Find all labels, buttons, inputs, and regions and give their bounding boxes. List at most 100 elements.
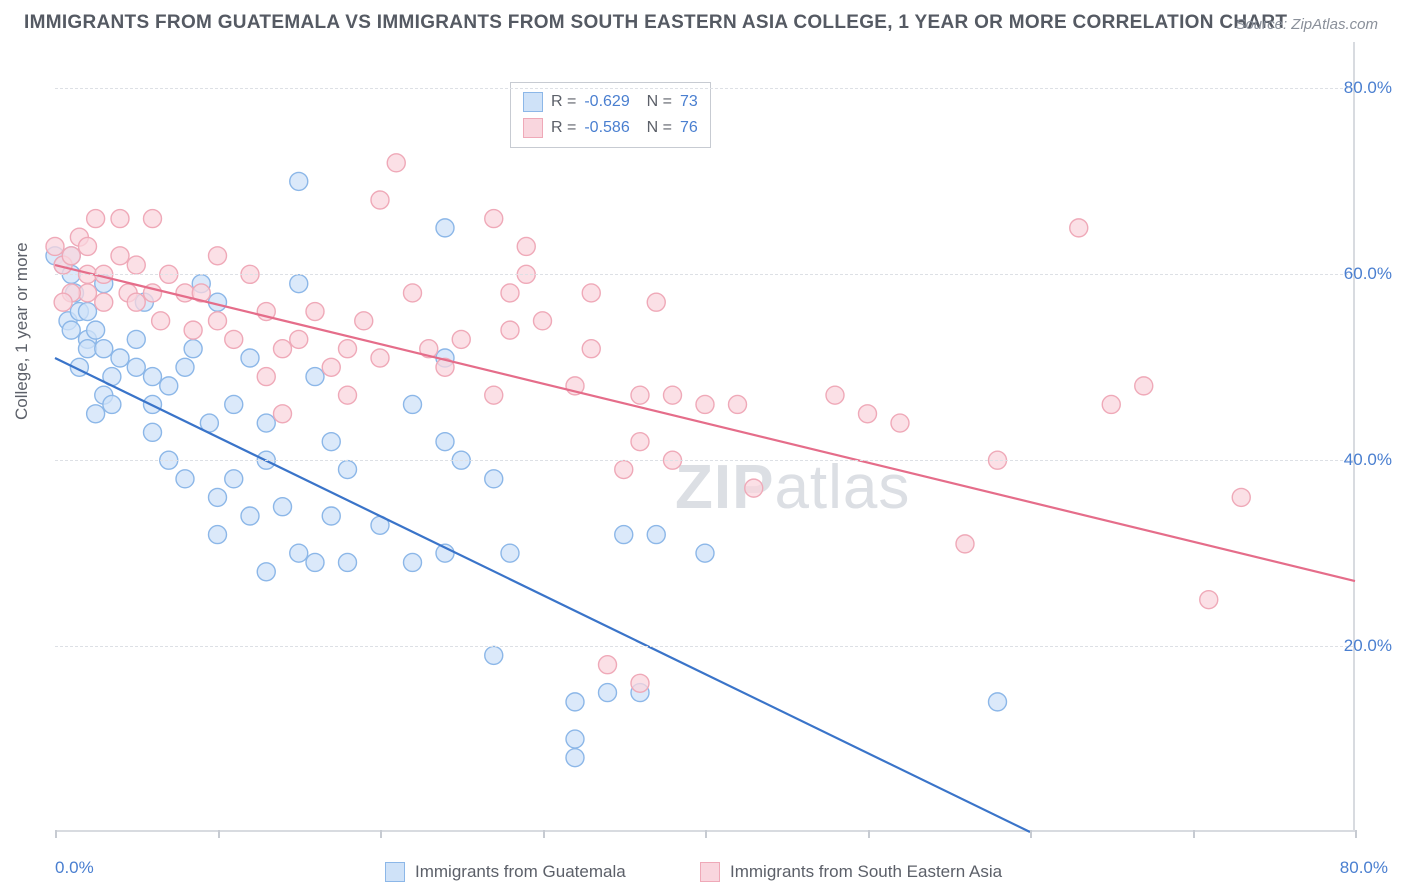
scatter-point <box>1200 591 1218 609</box>
scatter-point <box>631 674 649 692</box>
scatter-point <box>79 284 97 302</box>
scatter-point <box>257 563 275 581</box>
gridline-horizontal <box>55 646 1353 647</box>
scatter-point <box>225 330 243 348</box>
scatter-point <box>152 312 170 330</box>
scatter-point <box>306 368 324 386</box>
scatter-point <box>209 312 227 330</box>
scatter-point <box>87 405 105 423</box>
scatter-point <box>111 210 129 228</box>
scatter-point <box>184 321 202 339</box>
scatter-point <box>306 303 324 321</box>
y-tick-label: 40.0% <box>1344 450 1392 470</box>
scatter-point <box>290 275 308 293</box>
scatter-point <box>534 312 552 330</box>
x-tick <box>55 830 57 838</box>
scatter-point <box>257 368 275 386</box>
scatter-point <box>225 470 243 488</box>
scatter-point <box>127 358 145 376</box>
scatter-point <box>306 553 324 571</box>
legend-r-label: R = <box>551 89 576 115</box>
scatter-point <box>87 210 105 228</box>
scatter-point <box>241 507 259 525</box>
scatter-point <box>339 461 357 479</box>
series-legend-item: Immigrants from South Eastern Asia <box>700 862 1002 882</box>
scatter-point <box>144 210 162 228</box>
scatter-point <box>62 321 80 339</box>
y-tick-label: 20.0% <box>1344 636 1392 656</box>
scatter-point <box>501 321 519 339</box>
scatter-point <box>436 433 454 451</box>
scatter-point <box>631 433 649 451</box>
scatter-point <box>859 405 877 423</box>
scatter-point <box>54 293 72 311</box>
scatter-point <box>322 358 340 376</box>
scatter-point <box>826 386 844 404</box>
scatter-point <box>339 340 357 358</box>
scatter-point <box>1102 395 1120 413</box>
scatter-point <box>241 349 259 367</box>
legend-row: R = -0.629 N = 73 <box>523 89 698 115</box>
legend-swatch <box>523 118 543 138</box>
legend-n-value: 76 <box>680 115 698 141</box>
x-axis-max-label: 80.0% <box>1340 858 1388 878</box>
scatter-point <box>647 293 665 311</box>
scatter-point <box>176 358 194 376</box>
scatter-point <box>209 526 227 544</box>
scatter-point <box>599 684 617 702</box>
scatter-point <box>274 405 292 423</box>
legend-swatch <box>385 862 405 882</box>
scatter-point <box>339 386 357 404</box>
scatter-point <box>87 321 105 339</box>
scatter-point <box>339 553 357 571</box>
scatter-point <box>485 646 503 664</box>
scatter-point <box>729 395 747 413</box>
scatter-point <box>1070 219 1088 237</box>
scatter-point <box>436 219 454 237</box>
regression-line <box>55 265 1355 581</box>
x-tick <box>380 830 382 838</box>
scatter-point <box>664 386 682 404</box>
x-axis-min-label: 0.0% <box>55 858 94 878</box>
scatter-point <box>485 470 503 488</box>
chart-container: IMMIGRANTS FROM GUATEMALA VS IMMIGRANTS … <box>0 0 1406 892</box>
x-tick <box>1355 830 1357 838</box>
scatter-point <box>615 461 633 479</box>
x-tick <box>705 830 707 838</box>
scatter-point <box>176 470 194 488</box>
scatter-point <box>290 172 308 190</box>
scatter-point <box>322 507 340 525</box>
scatter-point <box>111 349 129 367</box>
scatter-point <box>144 423 162 441</box>
scatter-point <box>387 154 405 172</box>
y-tick-label: 80.0% <box>1344 78 1392 98</box>
scatter-point <box>696 395 714 413</box>
scatter-point <box>566 730 584 748</box>
legend-r-value: -0.629 <box>584 89 629 115</box>
regression-line <box>55 358 1030 832</box>
scatter-point <box>79 340 97 358</box>
chart-title: IMMIGRANTS FROM GUATEMALA VS IMMIGRANTS … <box>24 12 1287 34</box>
scatter-point <box>891 414 909 432</box>
scatter-point <box>355 312 373 330</box>
scatter-point <box>582 284 600 302</box>
x-tick <box>1030 830 1032 838</box>
legend-swatch <box>700 862 720 882</box>
x-tick <box>868 830 870 838</box>
scatter-point <box>404 553 422 571</box>
correlation-legend: R = -0.629 N = 73R = -0.586 N = 76 <box>510 82 711 148</box>
scatter-point <box>696 544 714 562</box>
scatter-point <box>582 340 600 358</box>
scatter-point <box>501 544 519 562</box>
legend-n-label: N = <box>638 89 672 115</box>
scatter-point <box>501 284 519 302</box>
scatter-point <box>1232 488 1250 506</box>
scatter-point <box>290 544 308 562</box>
scatter-point <box>79 303 97 321</box>
scatter-point <box>485 210 503 228</box>
legend-swatch <box>523 92 543 112</box>
scatter-point <box>322 433 340 451</box>
scatter-point <box>274 340 292 358</box>
scatter-point <box>127 256 145 274</box>
scatter-point <box>1135 377 1153 395</box>
